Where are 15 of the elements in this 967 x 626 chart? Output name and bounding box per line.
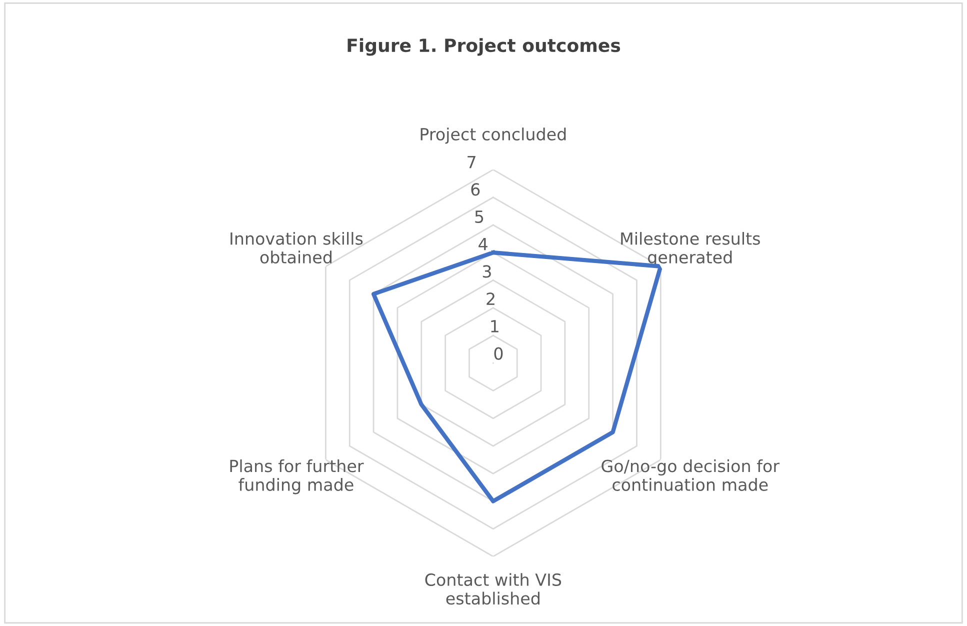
y-tick-label: 7	[468, 156, 476, 168]
y-tick-label: 5	[475, 210, 484, 224]
y-tick-label: 1	[491, 320, 498, 332]
spoke-label: Project concluded	[420, 128, 566, 144]
chart-title: Figure 1. Project outcomes	[348, 38, 620, 56]
spoke-label: Plans for further funding made	[230, 459, 364, 494]
spoke-label: Contact with VIS established	[425, 573, 562, 605]
y-tick-label: 2	[486, 292, 494, 305]
spoke-label: Innovation skills obtained	[230, 232, 363, 264]
spoke-label: Milestone results generated	[621, 232, 760, 267]
y-tick-label: 4	[478, 238, 488, 250]
spoke-label: Go/no-go decision for continuation made	[602, 459, 780, 491]
y-tick-label: 0	[494, 347, 503, 360]
y-tick-label: 6	[471, 183, 480, 196]
y-tick-label: 3	[482, 265, 491, 278]
